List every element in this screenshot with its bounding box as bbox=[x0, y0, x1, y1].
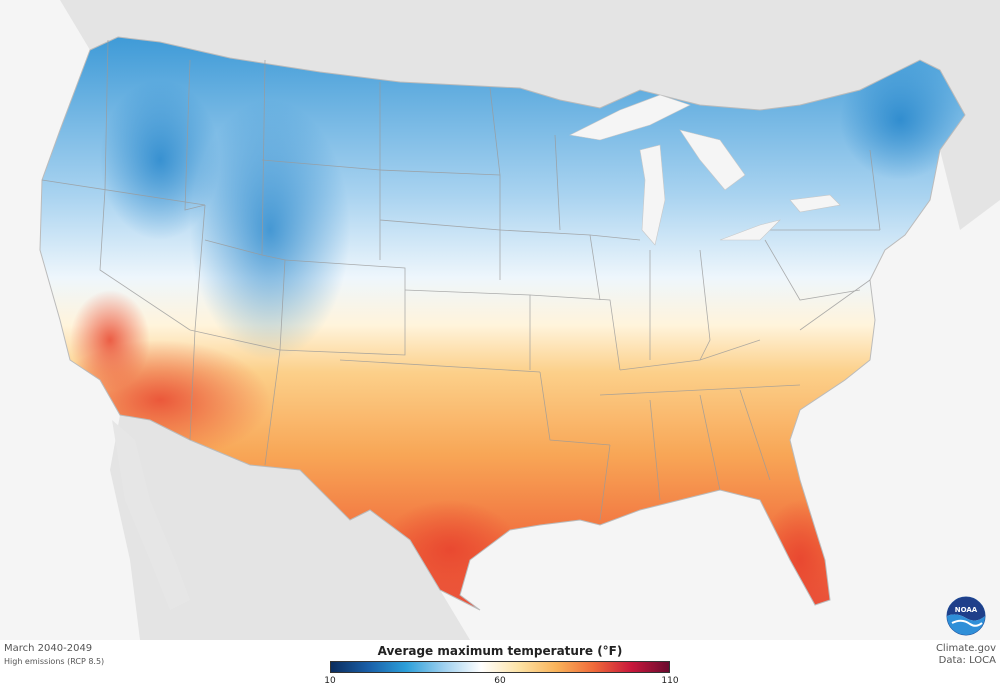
great-lakes bbox=[569, 94, 841, 246]
time-period-label: March 2040-2049 bbox=[4, 643, 93, 654]
source-label: Climate.gov bbox=[935, 643, 996, 654]
legend-tick-mid: 60 bbox=[494, 676, 506, 686]
map-area: NOAA bbox=[39, 0, 1000, 640]
mexico-land bbox=[110, 415, 470, 640]
legend-tick-min: 10 bbox=[324, 676, 336, 686]
legend-title: Average maximum temperature (°F) bbox=[377, 644, 623, 658]
legend-color-bar bbox=[330, 661, 670, 673]
us-outline bbox=[39, 36, 966, 611]
map-footer: March 2040-2049 High emissions (RCP 8.5)… bbox=[0, 640, 1000, 690]
svg-text:NOAA: NOAA bbox=[955, 606, 978, 614]
emissions-scenario-label: High emissions (RCP 8.5) bbox=[4, 657, 105, 666]
legend-tick-max: 110 bbox=[661, 676, 679, 686]
baja-peninsula bbox=[112, 420, 190, 610]
canada-land bbox=[60, 0, 1000, 230]
data-credit-label: Data: LOCA bbox=[938, 655, 996, 666]
state-borders bbox=[41, 39, 881, 521]
temperature-map bbox=[39, 0, 1000, 640]
noaa-logo-icon: NOAA bbox=[946, 596, 986, 636]
